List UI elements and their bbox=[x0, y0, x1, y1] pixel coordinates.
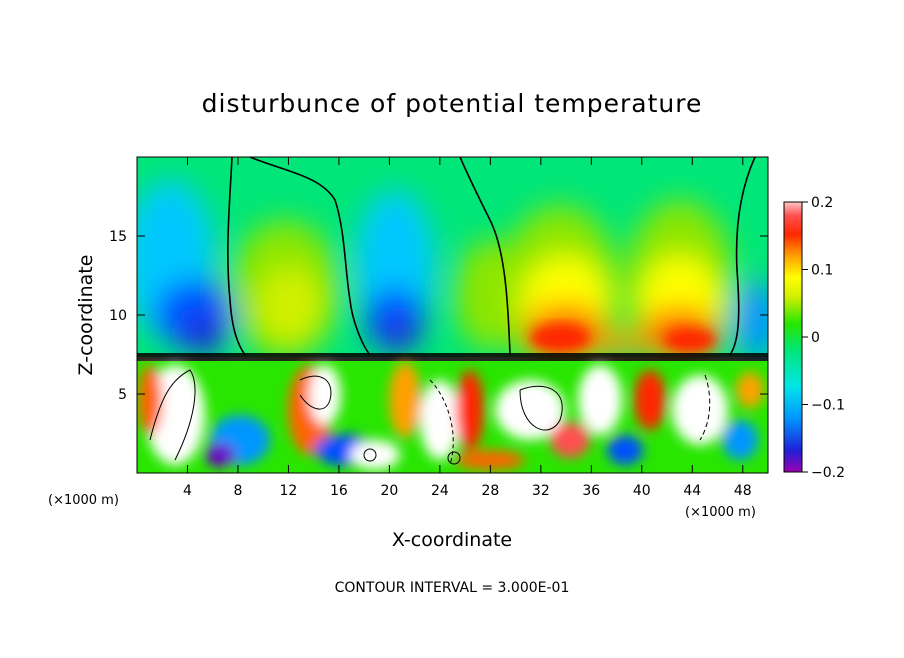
contour-line bbox=[519, 385, 563, 431]
x-unit-label-left: (×1000 m) bbox=[48, 493, 119, 508]
x-tick-label: 48 bbox=[734, 483, 752, 499]
colorbar bbox=[783, 201, 803, 473]
contour-line bbox=[227, 157, 246, 356]
x-tick-label: 12 bbox=[280, 483, 298, 499]
contour-line bbox=[699, 374, 711, 441]
colorbar-tick-label: 0.2 bbox=[811, 195, 833, 211]
contour-line bbox=[729, 157, 756, 356]
y-tick-label: 5 bbox=[118, 387, 127, 403]
x-tick-label: 28 bbox=[481, 483, 499, 499]
chart-title: disturbunce of potential temperature bbox=[202, 89, 703, 118]
x-tick-label: 8 bbox=[233, 483, 242, 499]
y-axis-label: Z-coordinate bbox=[75, 255, 97, 376]
x-tick-label: 20 bbox=[380, 483, 398, 499]
x-axis-label: X-coordinate bbox=[392, 529, 512, 551]
x-tick-label: 4 bbox=[183, 483, 192, 499]
y-axis: 5 10 15 bbox=[109, 229, 768, 403]
contour-line bbox=[363, 448, 377, 462]
colorbar-tick-label: 0.1 bbox=[811, 263, 833, 279]
x-axis: 4 8 12 16 20 24 28 32 36 40 44 48 bbox=[183, 157, 752, 499]
colorbar-tick-label: −0.1 bbox=[811, 398, 845, 414]
contour-line bbox=[459, 157, 511, 356]
x-tick-label: 24 bbox=[431, 483, 449, 499]
y-tick-label: 15 bbox=[109, 229, 127, 245]
contour-line bbox=[149, 369, 196, 461]
x-unit-label-right: (×1000 m) bbox=[685, 505, 756, 520]
contour-line bbox=[299, 375, 332, 410]
contour-interval-note: CONTOUR INTERVAL = 3.000E-01 bbox=[335, 580, 570, 596]
x-tick-label: 16 bbox=[330, 483, 348, 499]
colorbar-tick-label: 0 bbox=[811, 330, 820, 346]
heatmap-field bbox=[137, 157, 768, 473]
colorbar-tick-label: −0.2 bbox=[811, 465, 845, 481]
x-tick-label: 36 bbox=[582, 483, 600, 499]
contour-line bbox=[429, 379, 454, 466]
colorbar-ticks: 0.2 0.1 0 −0.1 −0.2 bbox=[802, 195, 845, 481]
contour-line bbox=[249, 157, 371, 356]
y-tick-label: 10 bbox=[109, 308, 127, 324]
x-tick-label: 44 bbox=[683, 483, 701, 499]
x-tick-label: 32 bbox=[532, 483, 550, 499]
x-tick-label: 40 bbox=[633, 483, 651, 499]
contour-line bbox=[447, 451, 461, 465]
